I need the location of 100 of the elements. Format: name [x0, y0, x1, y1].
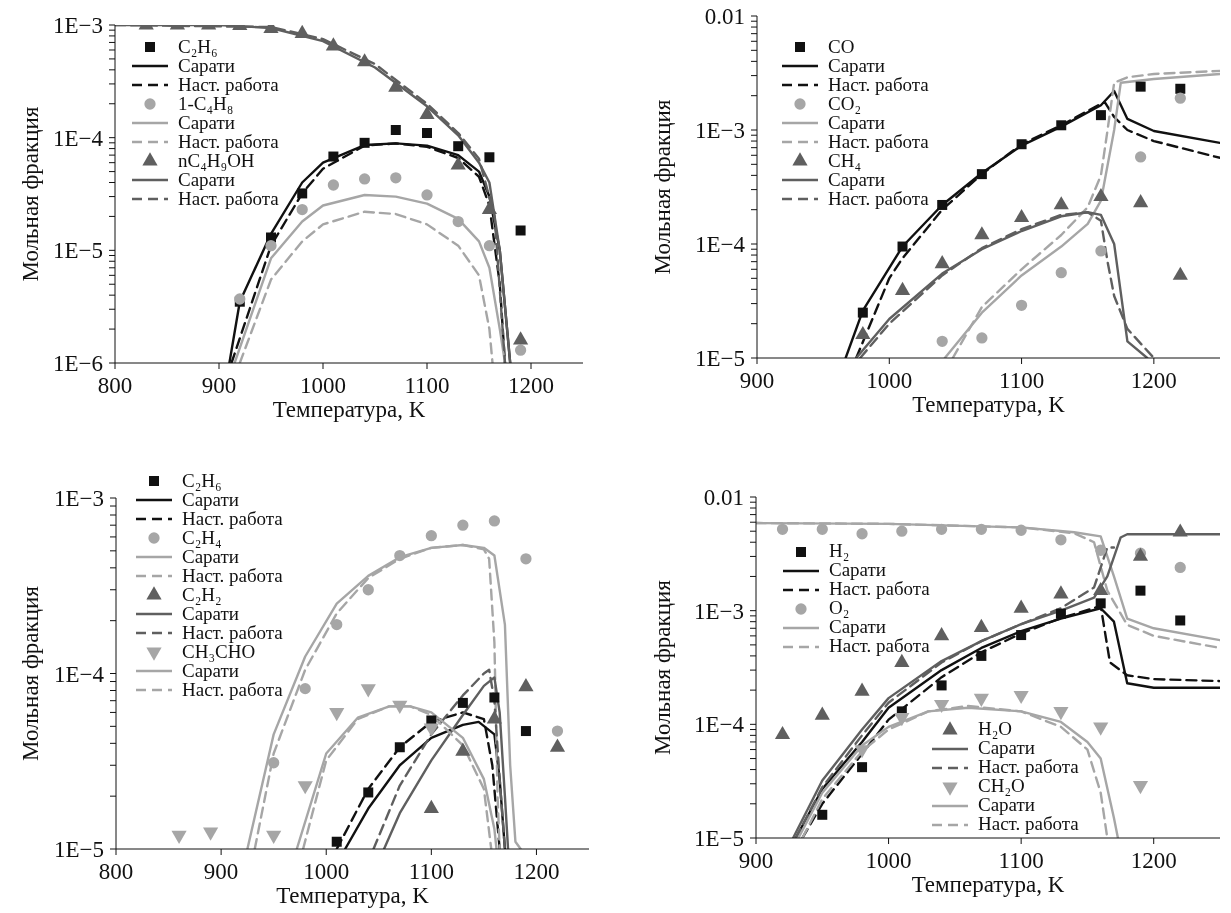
- point: [299, 682, 311, 695]
- point: [453, 141, 464, 152]
- point: [1135, 585, 1146, 596]
- point: [452, 215, 464, 228]
- point: [392, 700, 408, 714]
- y-tick-label: 0.01: [704, 4, 745, 30]
- point: [1175, 83, 1186, 94]
- point: [363, 787, 374, 798]
- point: [331, 836, 342, 847]
- point: [489, 692, 500, 703]
- x-tick-label: 1000: [865, 848, 912, 874]
- point: [483, 240, 496, 252]
- point: [897, 241, 908, 252]
- y-tick-label: 1E−4: [694, 232, 746, 258]
- point: [816, 523, 828, 535]
- point: [1095, 544, 1107, 556]
- y-axis-title: Мольная фракция: [650, 579, 676, 755]
- x-tick-label: 1100: [404, 373, 450, 399]
- point: [1134, 151, 1147, 163]
- x-axis-title: Температура, K: [911, 872, 1065, 898]
- point: [974, 226, 990, 240]
- point: [1016, 630, 1027, 641]
- point: [171, 830, 187, 844]
- point: [1015, 524, 1027, 536]
- x-tick-label: 1200: [508, 373, 554, 399]
- point: [362, 584, 374, 596]
- point: [1133, 193, 1149, 208]
- point: [297, 188, 308, 199]
- legend-label: H₂O: [978, 718, 1013, 740]
- point: [423, 723, 439, 737]
- legend-label: H₂: [829, 540, 850, 562]
- point: [296, 203, 308, 216]
- point: [265, 240, 277, 252]
- line-series: [238, 210, 494, 363]
- x-tick-label: 1000: [866, 368, 913, 394]
- point: [855, 325, 871, 340]
- x-tick-label: 1100: [998, 848, 1044, 874]
- point: [973, 693, 989, 707]
- y-axis-title: Мольная фракция: [18, 585, 44, 761]
- x-tick-label: 1200: [1130, 368, 1177, 394]
- y-tick-label: 1E−3: [694, 118, 745, 144]
- point: [520, 553, 532, 565]
- y-tick-label: 1E−3: [53, 486, 104, 512]
- point: [1015, 299, 1028, 311]
- x-tick-label: 1200: [1130, 848, 1177, 874]
- x-tick-label: 1000: [303, 859, 350, 885]
- point: [203, 827, 219, 841]
- point: [857, 307, 868, 318]
- point: [328, 151, 339, 162]
- point: [394, 742, 405, 753]
- point: [457, 519, 469, 531]
- x-tick-label: 1100: [998, 368, 1045, 394]
- point: [976, 650, 987, 661]
- point: [1055, 608, 1066, 619]
- point: [896, 525, 908, 537]
- point: [390, 172, 402, 184]
- point: [1135, 81, 1146, 92]
- point: [488, 515, 501, 527]
- point: [297, 781, 313, 795]
- point: [976, 169, 987, 180]
- point: [425, 530, 437, 542]
- point: [513, 331, 529, 345]
- point: [268, 757, 280, 769]
- x-axis-title: Температура, K: [912, 392, 1066, 418]
- point: [422, 128, 432, 138]
- point: [776, 523, 789, 535]
- point: [1013, 690, 1029, 705]
- point: [329, 708, 345, 722]
- point: [551, 725, 564, 737]
- y-tick-label: 1E−3: [693, 598, 744, 624]
- point: [1055, 267, 1067, 279]
- x-tick-label: 1000: [300, 373, 346, 399]
- point: [1095, 245, 1107, 257]
- point: [857, 762, 868, 773]
- point: [421, 189, 433, 201]
- point: [359, 137, 370, 148]
- legend-label: O₂: [829, 597, 850, 619]
- point: [1174, 561, 1186, 574]
- point: [934, 255, 950, 269]
- point: [1174, 92, 1186, 104]
- legend-label: C₂H₄: [182, 526, 222, 549]
- point: [394, 549, 406, 562]
- point: [457, 697, 468, 708]
- point: [856, 528, 868, 540]
- y-axis-title: Мольная фракция: [650, 99, 676, 275]
- y-tick-label: 1E−4: [52, 125, 104, 151]
- point: [1175, 615, 1186, 626]
- point: [520, 726, 531, 737]
- point: [390, 124, 401, 135]
- legend-label: CO₂: [828, 92, 862, 115]
- point: [1053, 196, 1069, 210]
- point: [894, 281, 911, 296]
- point: [1013, 208, 1030, 223]
- point: [327, 179, 340, 191]
- point: [937, 199, 948, 210]
- point: [515, 225, 526, 236]
- y-tick-label: 1E−5: [52, 238, 103, 264]
- point: [934, 699, 950, 714]
- x-axis-title: Температура, K: [272, 397, 426, 423]
- point: [1095, 110, 1106, 121]
